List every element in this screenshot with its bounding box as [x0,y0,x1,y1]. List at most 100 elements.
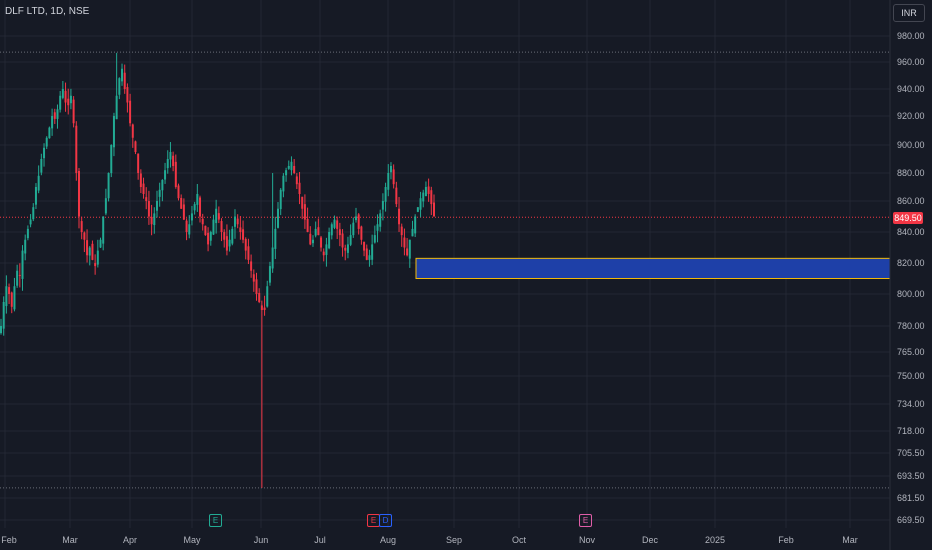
candle-body [311,239,314,244]
candle-body [155,201,158,211]
candle-body [161,180,164,191]
time-tick-label: Dec [641,535,659,545]
candle-body [277,208,280,228]
candle-body [398,208,401,225]
candle-body [142,183,145,194]
candle-body [430,190,433,205]
chart-grid [0,0,890,528]
candle-body [83,232,86,240]
candle-body [190,213,193,221]
candle-body [107,173,110,199]
event-marker-earnings[interactable]: E [579,514,592,527]
candle-body [352,222,355,236]
candle-body [91,243,94,260]
candle-body [32,207,35,220]
candle-body [330,224,333,236]
candle-body [427,186,430,194]
candle-body [282,175,285,192]
candle-body [169,152,172,160]
candle-body [268,266,271,283]
candle-body [325,244,328,255]
candle-body [129,100,132,124]
currency-button[interactable]: INR [893,4,925,22]
candle-body [392,169,395,185]
demand-zone [415,257,891,280]
candle-body [112,116,115,148]
candle-body [196,194,199,205]
price-tick-label: 820.00 [897,258,925,268]
candle-body [314,228,317,236]
candle-body [118,78,121,95]
candle-body [13,286,16,310]
event-marker-dividend[interactable]: D [379,514,392,527]
candle-body [145,197,148,201]
candle-body [166,159,169,169]
candle-body [48,127,51,139]
event-marker-earnings[interactable]: E [209,514,222,527]
candle-body [389,166,392,173]
candle-body [309,233,312,245]
candle-body [131,124,134,138]
candle-body [185,220,188,232]
candle-body [193,204,196,211]
candle-body [236,218,239,225]
candle-body [419,198,422,210]
candle-body [384,187,387,202]
candle-body [96,250,99,265]
candle-body [285,170,288,176]
candle-body [333,219,336,228]
candle-body [204,225,207,236]
candle-body [225,236,228,251]
candle-body [37,175,40,191]
candle-body [104,198,107,214]
candle-body [51,116,54,129]
price-tick-label: 669.50 [897,515,925,525]
candle-body [344,247,347,251]
candle-body [322,251,325,256]
time-tick-label: 2025 [704,535,726,545]
price-tick-label: 705.50 [897,448,925,458]
price-tick-label: 734.00 [897,399,925,409]
candle-body [271,247,274,269]
candle-body [88,247,91,256]
candle-body [212,219,215,235]
time-tick-label: Mar [62,535,78,545]
candle-body [139,173,142,187]
candle-body [279,189,282,210]
candle-body [99,239,102,248]
candle-body [287,166,290,169]
price-tick-label: 765.00 [897,347,925,357]
candle-body [317,227,320,236]
price-tick-label: 940.00 [897,84,925,94]
candle-body [274,228,277,249]
candle-body [67,98,70,106]
candle-body [306,218,309,232]
candle-body [368,255,371,260]
time-tick-label: Aug [379,535,397,545]
candle-body [422,192,425,202]
candle-body [94,263,97,267]
candle-body [338,229,341,236]
candle-body [29,219,32,225]
candle-body [349,235,352,245]
time-tick-label: Nov [578,535,596,545]
level-lines [0,51,890,489]
candle-body [233,216,236,227]
time-tick-label: Apr [122,535,138,545]
candle-body [188,224,191,235]
time-tick-label: Feb [778,535,794,545]
candle-body [172,155,175,166]
candle-body [134,141,137,152]
candle-body [290,161,293,171]
time-tick-label: Jul [314,535,326,545]
candle-body [295,176,298,185]
candle-body [258,292,261,302]
time-tick-label: Jun [253,535,269,545]
candle-body [180,197,183,209]
candle-body [424,187,427,197]
candle-body [8,287,11,294]
candle-body [381,201,384,210]
candle-body [379,213,382,227]
candle-body [406,248,409,256]
